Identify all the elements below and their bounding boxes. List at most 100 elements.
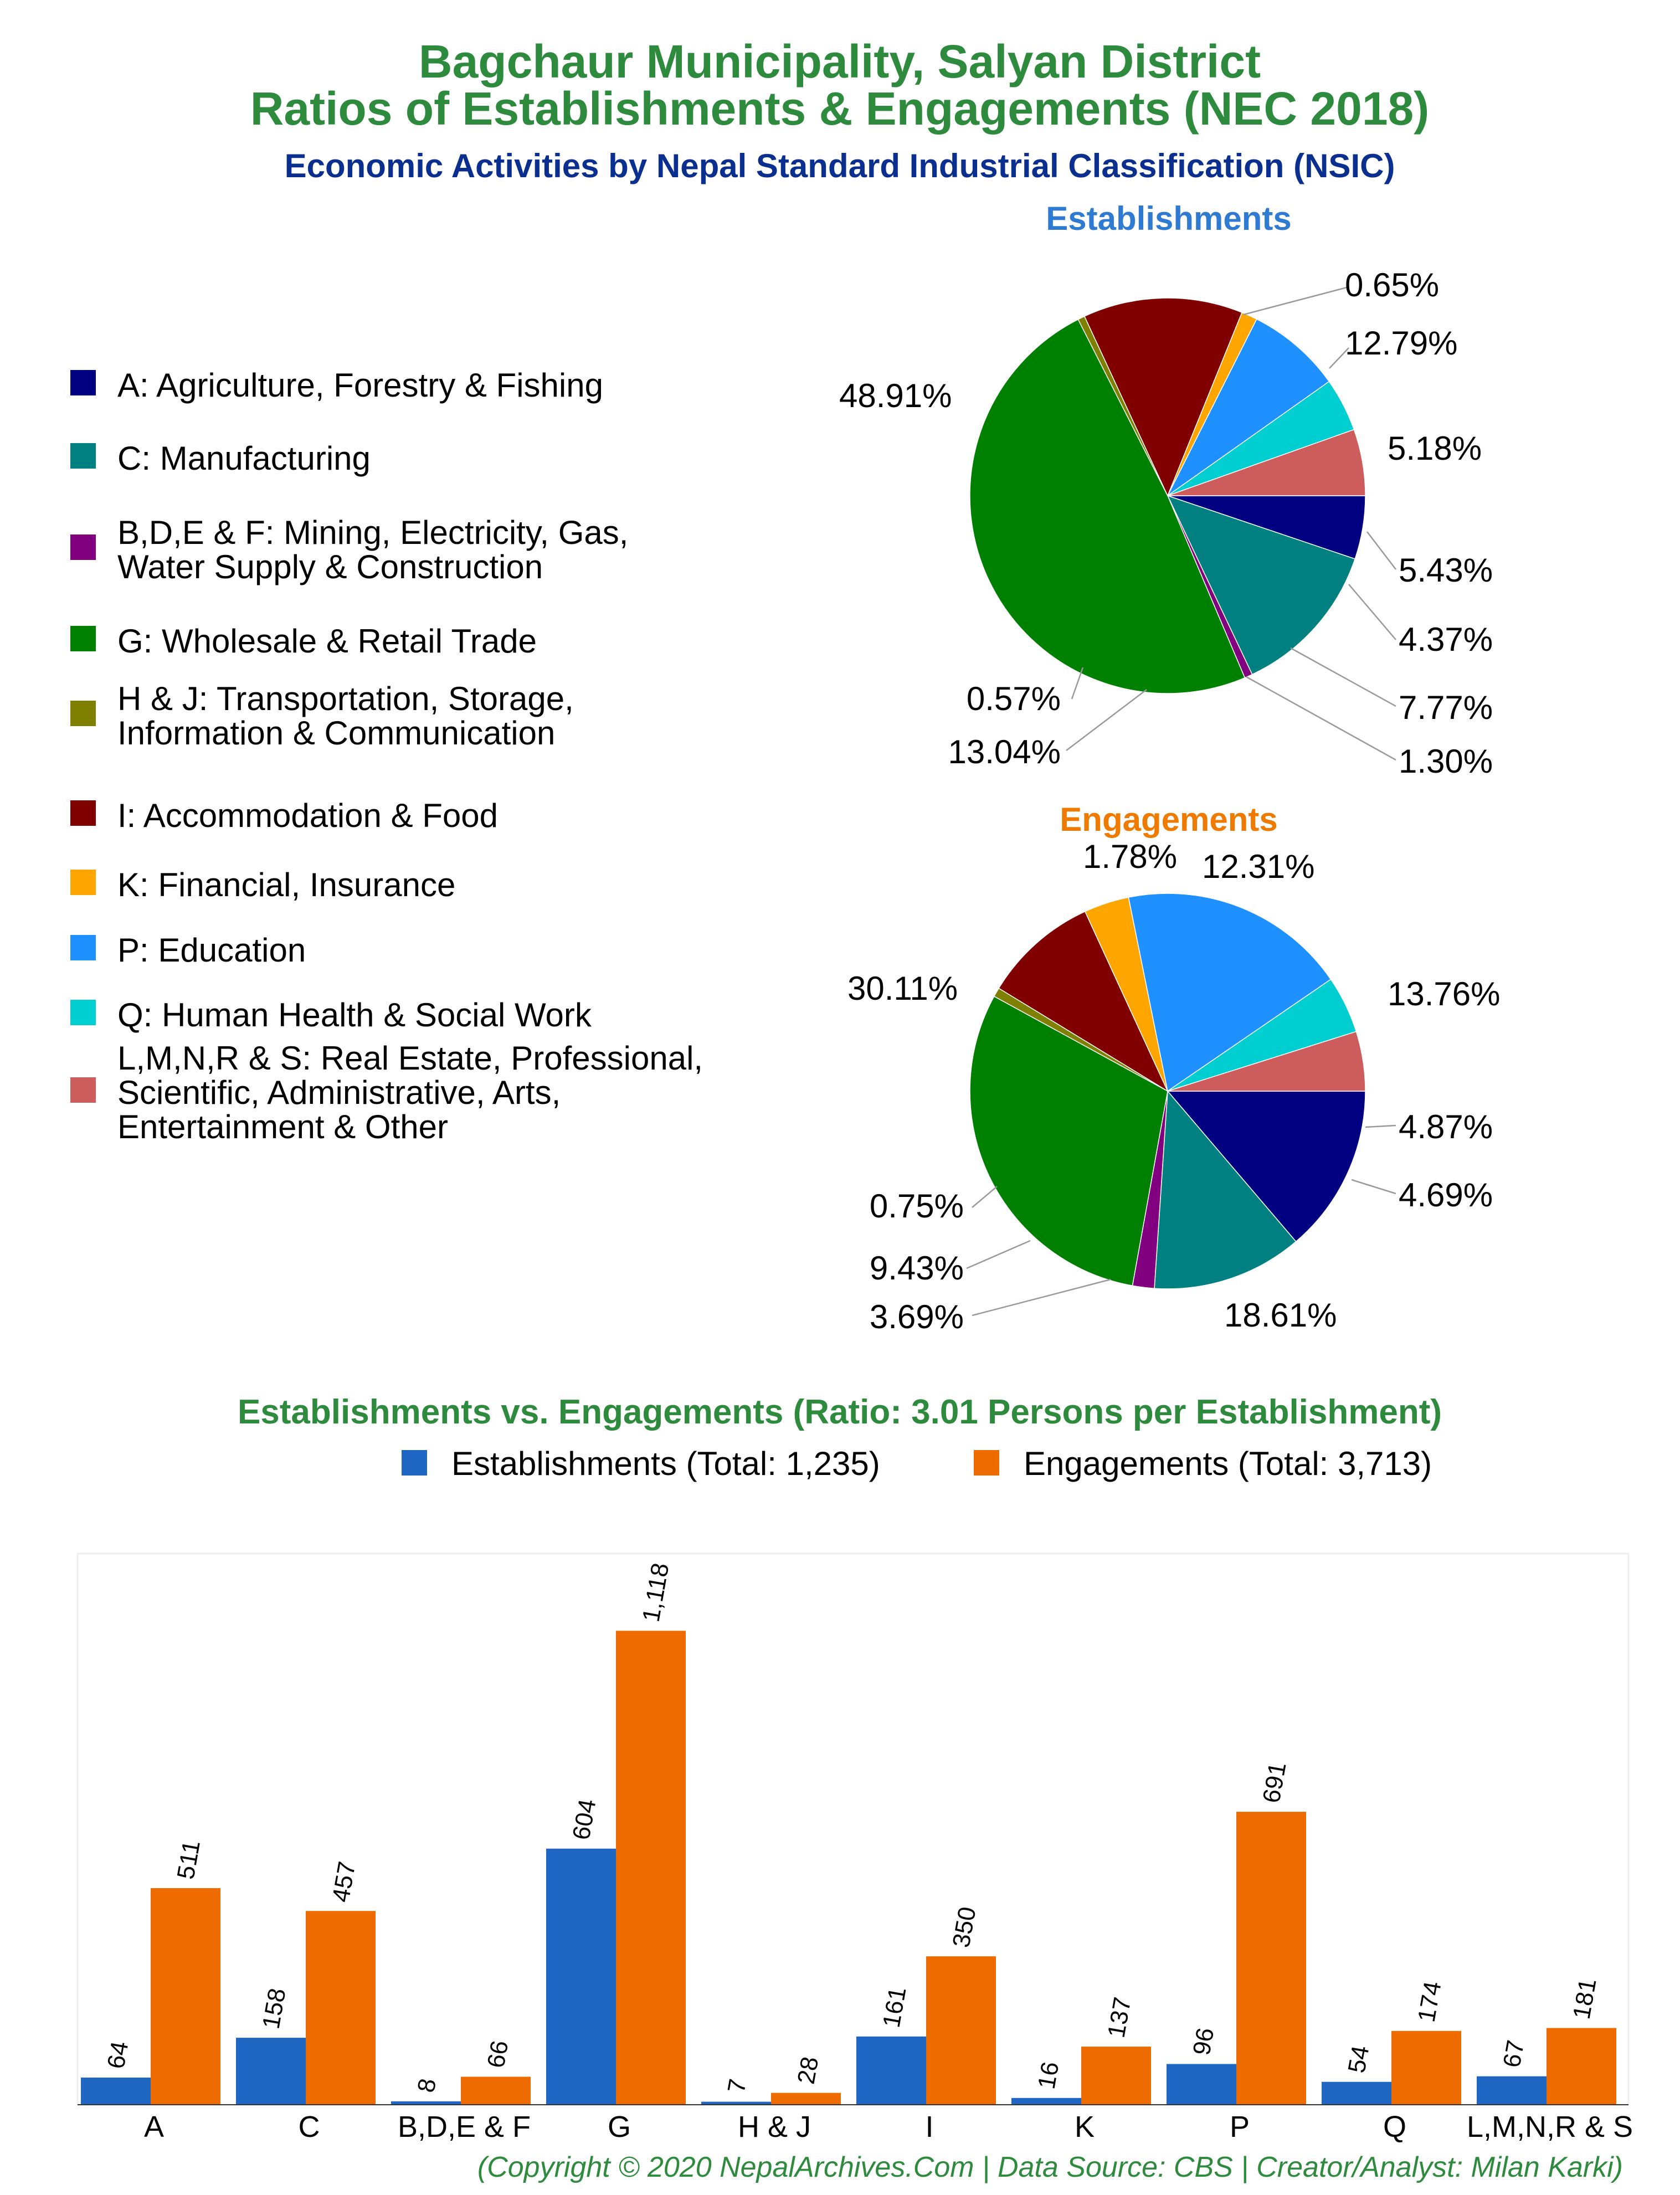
legend-label: Q: Human Health & Social Work [117,996,592,1034]
legend-label: C: Manufacturing [117,440,371,477]
pie-label-a-est: 5.18% [1388,430,1482,467]
x-tick-label: G [608,2110,631,2143]
bar-value-label: 96 [1188,2026,1220,2058]
establishments-pie-title: Establishments [1046,200,1291,237]
leader-line-q-eng [1351,1179,1396,1195]
pie-label-bdef-eng: 1.78% [1083,838,1177,875]
pie-label-lmnrs-eng: 4.87% [1399,1108,1493,1145]
legend-label: L,M,N,R & S: Real Estate, Professional, [117,1040,703,1077]
pie-slice-est-p [1167,318,1330,496]
legend-swatch-q [70,1000,96,1025]
pie-slice-est-g [969,318,1246,694]
pie-slice-eng-i [998,911,1169,1092]
leader-line-k-est [1246,676,1396,761]
bar-value-label: 67 [1498,2038,1530,2070]
pie-label-a-eng: 13.76% [1388,975,1501,1012]
legend-swatch-p [70,935,96,960]
bar-establishments-k [1011,2098,1081,2105]
pie-label-hj-eng: 0.75% [870,1188,964,1225]
pie-slice-eng-c [1154,1090,1297,1289]
subtitle: Economic Activities by Nepal Standard In… [285,147,1395,184]
bar-engagements-b-d-e-f [461,2076,531,2105]
pie-label-p-est: 7.77% [1399,689,1493,726]
title-line-2: Ratios of Establishments & Engagements (… [250,83,1430,135]
pie-label-c-est: 12.79% [1345,325,1458,362]
legend-label: P: Education [117,932,306,969]
legend-swatch-c [70,443,96,469]
x-tick-label: Q [1383,2110,1406,2143]
bar-establishments-g [546,1848,616,2105]
bar-legend-establishments-swatch [402,1450,427,1476]
legend-swatch-l-m-n-r-s [70,1077,96,1103]
legend-label: Water Supply & Construction [117,548,543,585]
pie-slice-eng-p [1128,893,1332,1092]
legend-swatch-g [70,626,96,651]
legend-label: I: Accommodation & Food [117,797,498,834]
pie-label-q-eng: 4.69% [1399,1176,1493,1214]
engagements-pie-title: Engagements [1060,801,1277,838]
bar-establishments-b-d-e-f [391,2101,461,2105]
bar-engagements-l-m-n-r-s [1547,2028,1616,2105]
bar-legend-engagements-swatch [974,1450,999,1476]
pie-label-hj-est: 0.57% [967,680,1061,717]
legend-label: G: Wholesale & Retail Trade [117,623,537,660]
leader-line-q-est [1348,584,1396,640]
bar-engagements-q [1391,2030,1461,2105]
bar-establishments-l-m-n-r-s [1477,2076,1547,2105]
legend-label: K: Financial, Insurance [117,866,455,903]
bar-establishments-q [1322,2081,1391,2105]
bar-engagements-a [151,1888,220,2105]
bar-value-label: 16 [1033,2060,1065,2091]
bar-engagements-p [1236,1812,1306,2105]
leader-line-p-est [1290,647,1396,707]
bar-establishments-a [81,2078,151,2105]
pie-label-g-eng: 30.11% [847,970,958,1007]
pie-label-p-eng: 18.61% [1224,1297,1337,1334]
pie-label-k-est: 1.30% [1399,743,1493,780]
legend-swatch-b-d-e-f [70,534,96,560]
leader-line-k-eng [972,1278,1111,1317]
bar-value-label: 64 [102,2039,134,2071]
legend-swatch-a [70,370,96,395]
legend-label: B,D,E & F: Mining, Electricity, Gas, [117,514,628,551]
legend-swatch-h-j [70,701,96,726]
pie-slice-est-i [1083,297,1243,497]
legend-label: H & J: Transportation, Storage, [117,680,574,717]
leader-line-hj-est [1071,667,1084,700]
bar-establishments-c [236,2038,306,2105]
pie-slice-eng-g [969,995,1168,1287]
pie-slice-est-l-m-n-r-s [1167,429,1366,496]
legend-label: Scientific, Administrative, Arts, [117,1074,561,1111]
x-tick-label: B,D,E & F [398,2110,531,2143]
bar-value-label: 54 [1343,2044,1375,2075]
x-tick-label: L,M,N,R & S [1467,2110,1633,2143]
bar-engagements-h-j [771,2093,841,2105]
bar-establishments-i [856,2036,926,2105]
leader-line-c-est [1329,347,1349,369]
engagements-pie-labels: 1.78% 12.31% 13.76% 30.11% 4.87% 4.69% 0… [847,838,1501,1335]
bar-engagements-i [926,1956,996,2105]
establishments-pie [969,297,1366,694]
legend-label: Information & Communication [117,714,555,752]
x-tick-label: P [1230,2110,1250,2143]
bar-engagements-k [1081,2047,1151,2105]
leader-line-i-eng [966,1240,1031,1269]
bar-legend-establishments-label: Establishments (Total: 1,235) [451,1445,880,1482]
pie-label-g-est: 48.91% [839,377,952,414]
x-tick-label: K [1075,2110,1095,2143]
bar-establishments-p [1167,2064,1236,2105]
pie-label-q-est: 4.37% [1399,621,1493,658]
leader-line-lmnrs-eng [1365,1124,1396,1128]
x-tick-label: C [299,2110,320,2143]
x-tick-label: I [925,2110,933,2143]
leader-line-lmnrs-est [1366,531,1396,570]
leader-line-hj-eng [972,1186,998,1208]
pie-slice-est-c [1167,495,1356,675]
footer-credit: (Copyright © 2020 NepalArchives.Com | Da… [477,2151,1623,2183]
pie-label-k-eng: 3.69% [870,1298,964,1335]
pie-slice-eng-a [1167,1091,1366,1242]
legend-swatch-i [70,800,96,826]
